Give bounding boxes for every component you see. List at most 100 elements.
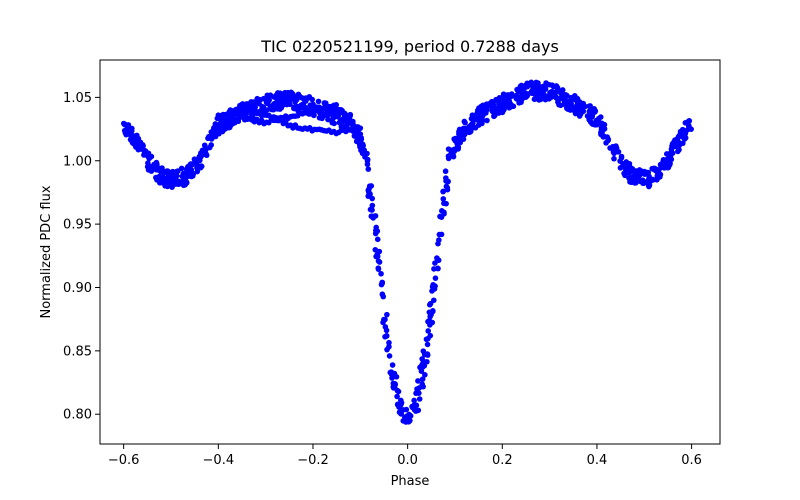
- data-point: [384, 346, 390, 353]
- data-point: [468, 115, 475, 122]
- data-point: [548, 91, 554, 98]
- data-point: [379, 291, 386, 298]
- data-point: [468, 121, 475, 128]
- data-point: [479, 108, 486, 114]
- data-point: [374, 236, 381, 243]
- data-point: [418, 368, 425, 375]
- x-axis-label: Phase: [391, 474, 430, 489]
- data-point: [526, 81, 533, 88]
- data-point: [457, 139, 464, 146]
- data-point: [427, 322, 433, 328]
- data-points: [120, 79, 694, 425]
- data-point: [329, 119, 336, 126]
- data-point: [516, 100, 522, 106]
- data-point: [422, 372, 428, 378]
- data-point: [540, 83, 546, 90]
- data-point: [364, 156, 371, 163]
- data-point: [271, 94, 277, 100]
- data-point: [315, 98, 322, 105]
- x-tick-label: 0.2: [492, 453, 513, 468]
- data-point: [555, 99, 561, 105]
- data-point: [625, 169, 632, 176]
- data-point: [120, 120, 127, 127]
- data-point: [153, 159, 160, 166]
- data-point: [194, 165, 200, 171]
- data-point: [411, 406, 418, 413]
- data-point: [498, 103, 504, 110]
- x-tick-label: 0.4: [587, 453, 608, 468]
- data-point: [522, 83, 528, 90]
- data-point: [264, 98, 270, 105]
- data-point: [394, 393, 400, 400]
- data-point: [125, 122, 132, 128]
- data-point: [384, 311, 390, 318]
- data-point: [506, 95, 512, 101]
- data-point: [379, 280, 385, 287]
- data-point: [294, 103, 301, 110]
- data-point: [489, 98, 495, 105]
- data-point: [483, 101, 490, 107]
- data-point: [617, 165, 624, 171]
- data-point: [419, 376, 426, 382]
- data-point: [685, 118, 692, 125]
- data-point: [402, 414, 408, 421]
- data-point: [443, 200, 449, 207]
- data-point: [411, 397, 417, 404]
- y-tick-label: 1.05: [63, 91, 92, 106]
- data-point: [668, 156, 675, 163]
- data-point: [254, 95, 261, 102]
- data-point: [601, 121, 608, 128]
- data-point: [393, 374, 400, 380]
- data-point: [576, 113, 583, 119]
- data-point: [636, 177, 642, 184]
- y-axis-label: Normalized PDC flux: [39, 185, 54, 318]
- data-point: [184, 170, 191, 177]
- data-point: [549, 82, 555, 88]
- data-point: [196, 154, 202, 160]
- data-point: [374, 251, 381, 258]
- data-point: [436, 237, 442, 243]
- data-point: [330, 113, 336, 120]
- chart-title: TIC 0220521199, period 0.7288 days: [260, 37, 559, 56]
- data-point: [386, 353, 393, 359]
- data-point: [293, 96, 300, 103]
- data-point: [437, 213, 443, 220]
- data-point: [644, 179, 650, 185]
- data-point: [668, 149, 675, 156]
- data-point: [389, 362, 396, 368]
- data-point: [159, 165, 165, 171]
- data-point: [618, 153, 625, 160]
- data-point: [617, 158, 623, 164]
- data-point: [646, 173, 652, 180]
- data-point: [172, 169, 179, 175]
- data-point: [586, 117, 593, 123]
- data-point: [179, 180, 185, 187]
- data-point: [649, 165, 656, 172]
- data-point: [462, 119, 468, 126]
- data-point: [310, 101, 316, 108]
- x-tick-label: 0.6: [681, 453, 702, 468]
- data-point: [605, 137, 611, 144]
- data-point: [357, 137, 363, 143]
- data-point: [136, 140, 143, 147]
- data-point: [613, 143, 619, 149]
- data-point: [650, 177, 656, 183]
- data-point: [500, 91, 507, 97]
- data-point: [280, 102, 286, 108]
- data-point: [375, 265, 382, 271]
- data-point: [212, 133, 219, 140]
- data-point: [139, 144, 145, 151]
- data-point: [309, 96, 316, 103]
- data-point: [153, 166, 160, 173]
- data-point: [432, 275, 439, 281]
- data-point: [270, 101, 277, 108]
- data-point: [425, 328, 432, 334]
- y-axis: 0.80 0.85 0.90 0.95 1.00 1.05: [63, 91, 100, 423]
- data-point: [479, 116, 485, 122]
- data-point: [338, 117, 344, 124]
- x-tick-label: −0.6: [108, 453, 140, 468]
- data-point: [403, 419, 409, 425]
- x-axis: −0.6 −0.4 −0.2 0.0 0.2 0.4 0.6: [108, 444, 702, 468]
- data-point: [418, 362, 425, 369]
